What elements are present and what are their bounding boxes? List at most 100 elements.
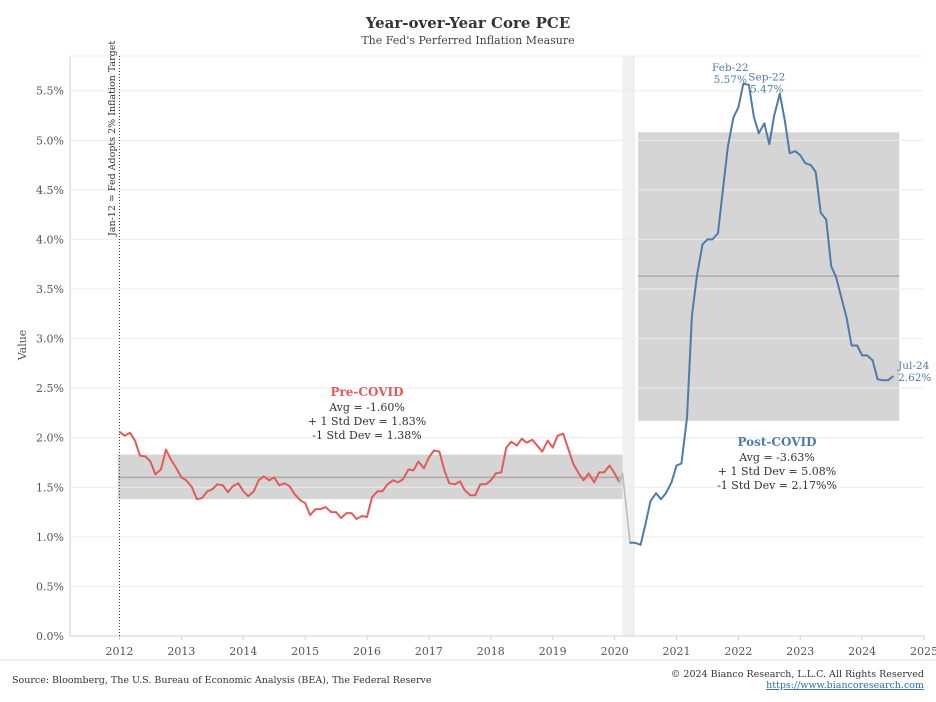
data-point-pre-covid: [293, 493, 296, 496]
data-point-post-covid: [850, 344, 853, 347]
data-point-post-covid: [799, 154, 802, 156]
data-point-pre-covid: [438, 450, 441, 453]
data-point-pre-covid: [278, 484, 280, 487]
data-point-post-covid: [773, 114, 776, 117]
data-point-pre-covid: [567, 447, 569, 450]
data-point-pre-covid: [608, 464, 611, 467]
pre-covid-minus: -1 Std Dev = 1.38%: [312, 429, 421, 442]
data-point-pre-covid: [613, 472, 616, 475]
y-tick-label: 1.0%: [36, 531, 64, 544]
data-point-pre-covid: [211, 488, 214, 491]
covid-gap-shade: [622, 56, 636, 636]
pre-covid-stats: Pre-COVID Avg = -1.60% + 1 Std Dev = 1.8…: [308, 385, 426, 442]
data-point-pre-covid: [134, 439, 136, 442]
data-point-pre-covid: [299, 499, 302, 501]
y-tick-label: 4.5%: [36, 184, 64, 197]
website-link[interactable]: https://www.biancoresearch.com: [766, 680, 924, 691]
data-point-pre-covid: [355, 518, 358, 520]
y-tick-label: 1.5%: [36, 481, 64, 494]
x-tick-label: 2024: [848, 645, 876, 658]
annotation-value-label: 5.57%: [714, 74, 747, 86]
data-point-pre-covid: [242, 490, 245, 493]
data-point-pre-covid: [593, 481, 595, 484]
data-point-post-covid: [779, 92, 781, 95]
x-tick-label: 2018: [477, 645, 505, 658]
data-point-pre-covid: [222, 484, 224, 487]
data-point-pre-covid: [129, 431, 131, 434]
y-tick-label: 5.0%: [36, 134, 64, 147]
data-point-pre-covid: [536, 444, 539, 447]
data-point-post-covid: [722, 189, 724, 191]
data-point-pre-covid: [288, 485, 291, 488]
data-point-post-covid: [742, 82, 745, 85]
data-point-pre-covid: [340, 517, 342, 519]
mean-lines: [117, 275, 900, 479]
data-point-pre-covid: [556, 434, 559, 437]
data-point-pre-covid: [175, 467, 178, 470]
data-point-pre-covid: [170, 458, 172, 461]
data-point-pre-covid: [144, 455, 147, 458]
data-point-pre-covid: [485, 483, 487, 486]
data-point-post-covid: [825, 218, 828, 221]
y-tick-label: 2.5%: [36, 382, 64, 395]
data-point-post-covid: [686, 417, 688, 419]
y-tick-label: 0.5%: [36, 580, 64, 593]
data-point-post-covid: [680, 462, 683, 465]
data-point-pre-covid: [123, 434, 126, 437]
x-tick-label: 2019: [539, 645, 567, 658]
data-point-post-covid: [665, 492, 667, 495]
data-point-pre-covid: [490, 479, 492, 482]
data-point-post-covid: [634, 542, 636, 544]
data-point-pre-covid: [196, 498, 198, 500]
data-point-post-covid: [887, 379, 889, 382]
data-point-post-covid: [717, 232, 719, 235]
data-point-pre-covid: [525, 441, 528, 444]
data-point-post-covid: [804, 162, 806, 164]
data-point-post-covid: [629, 542, 631, 544]
annotation-date-label: Jul-24: [897, 360, 930, 372]
covid-gap-layer: [622, 56, 636, 636]
y-axis-ticks: 0.0% 0.5% 1.0% 1.5% 2.0% 2.5% 3.0% 3.5% 4.0% 4.5%…: [36, 85, 64, 643]
x-tick-label: 2016: [353, 645, 381, 658]
data-point-pre-covid: [392, 479, 394, 482]
data-point-pre-covid: [433, 449, 435, 452]
data-point-pre-covid: [257, 479, 260, 482]
data-point-post-covid: [696, 275, 698, 277]
pre-covid-avg: Avg = -1.60%: [328, 401, 405, 414]
data-point-pre-covid: [237, 482, 240, 485]
data-point-pre-covid: [376, 490, 379, 493]
data-point-post-covid: [757, 132, 760, 135]
annotation-date-label: Sep-22: [748, 72, 785, 84]
x-tick-label: 2013: [167, 645, 195, 658]
post-covid-avg: Avg = -3.63%: [738, 451, 815, 464]
data-point-pre-covid: [324, 506, 327, 508]
data-point-pre-covid: [603, 471, 605, 474]
data-point-pre-covid: [464, 489, 466, 492]
data-point-post-covid: [788, 152, 791, 154]
data-point-pre-covid: [479, 483, 482, 486]
data-point-post-covid: [892, 375, 894, 378]
data-point-post-covid: [830, 265, 832, 267]
data-point-post-covid: [881, 379, 884, 382]
data-point-pre-covid: [412, 469, 415, 472]
data-point-pre-covid: [154, 473, 157, 476]
data-point-transition: [618, 481, 621, 484]
source-note: Source: Bloomberg, The U.S. Bureau of Ec…: [12, 675, 432, 686]
data-point-pre-covid: [520, 437, 523, 440]
data-point-pre-covid: [469, 494, 472, 497]
y-tick-label: 3.0%: [36, 333, 64, 346]
chart-title: Year-over-Year Core PCE: [365, 14, 571, 32]
data-point-post-covid: [845, 316, 848, 319]
x-tick-label: 2022: [724, 645, 752, 658]
data-point-pre-covid: [160, 468, 162, 471]
data-point-pre-covid: [201, 497, 203, 499]
x-tick-label: 2017: [415, 645, 443, 658]
x-tick-label: 2014: [229, 645, 257, 658]
data-point-pre-covid: [350, 512, 353, 514]
y-axis-label: Value: [16, 330, 29, 362]
data-point-pre-covid: [582, 479, 585, 482]
data-point-pre-covid: [371, 496, 373, 498]
data-point-post-covid: [706, 238, 709, 241]
data-point-pre-covid: [335, 511, 337, 513]
